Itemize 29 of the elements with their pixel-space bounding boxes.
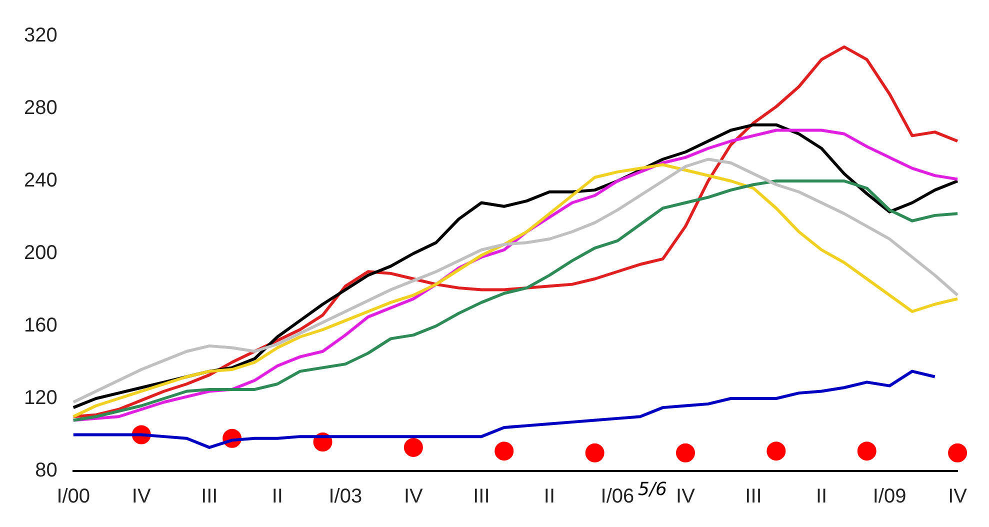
point: [766, 442, 786, 461]
x-tick-label: IV: [404, 486, 424, 508]
point: [494, 442, 514, 461]
x-tick-label: III: [745, 486, 762, 508]
x-tick-label: III: [201, 486, 218, 508]
x-tick-label: I/09: [872, 486, 906, 508]
point: [948, 443, 968, 462]
x-tick-label: IV: [132, 486, 152, 508]
x-tick-label: II: [816, 486, 828, 508]
point: [676, 443, 695, 462]
y-tick-label: 120: [24, 387, 58, 410]
x-tick-label: I/00: [56, 486, 90, 508]
x-tick-label: I/03: [328, 486, 362, 508]
y-tick-label: 280: [24, 97, 58, 120]
y-tick-label: 80: [35, 460, 58, 482]
x-tick-label: II: [272, 486, 283, 508]
x-tick-label: III: [473, 486, 490, 508]
y-tick-label: 200: [24, 242, 58, 264]
x-tick-label: II: [544, 486, 556, 508]
text: 5/6: [638, 479, 667, 500]
x-tick-label: IV: [676, 486, 696, 508]
y-tick-label: 240: [24, 170, 58, 192]
point: [404, 438, 423, 457]
point: [585, 443, 604, 462]
y-tick-label: 160: [24, 314, 58, 337]
point: [857, 442, 876, 461]
x-tick-label: I/06: [600, 486, 634, 508]
y-tick-label: 320: [24, 24, 58, 47]
x-tick-label: IV: [948, 486, 968, 508]
